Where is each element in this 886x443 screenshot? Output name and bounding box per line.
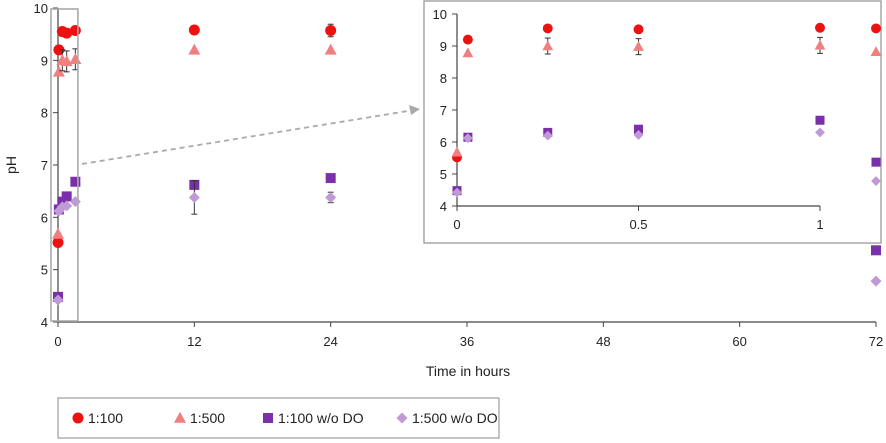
data-point-1-500 [69,52,82,65]
inset-data-point-1-100-w-o-do [815,115,825,125]
inset-data-point-1-500-w-o-do [815,127,825,138]
zoom-arrow-line [81,109,415,165]
inset-y-tick-label: 4 [440,199,447,214]
legend-box [57,397,500,439]
legend-label: 1:500 w/o DO [412,410,498,426]
data-point-1-500 [60,55,73,67]
main-x-tick-label: 0 [54,334,61,349]
legend-item-1-100-w-o-do: 1:100 w/o DO [263,410,364,426]
main-y-tick-label: 7 [41,158,48,173]
inset-data-point-1-500 [633,40,644,51]
main-x-tick-label: 60 [732,334,746,349]
main-y-tick-label: 5 [41,263,48,278]
inset-data-point-1-100 [542,23,553,34]
inset-edge-point-1-100-w-o-do [871,157,881,167]
inset-y-tick-label: 9 [440,39,447,54]
data-point-1-100-w-o-do [871,245,881,256]
x-axis-title: Time in hours [426,363,510,379]
data-point-1-500-w-o-do [870,275,882,287]
inset-edge-point-1-100 [871,23,881,34]
main-x-tick-label: 48 [596,334,610,349]
data-point-1-100 [52,236,64,248]
inset-series-1-500-w-o-do [452,127,881,198]
data-point-1-500 [188,43,201,55]
inset-series-1-100 [452,22,881,163]
legend-item-1-100: 1:100 [72,410,123,426]
inset-data-point-1-100-w-o-do [634,124,643,134]
inset-data-point-1-500 [542,40,554,51]
data-point-1-500-w-o-do [61,200,73,212]
y-axis-title: pH [3,156,19,174]
main-x-tick-label: 12 [187,334,201,349]
main-y-tick-label: 6 [41,210,48,225]
inset-y-tick-label: 8 [440,71,447,86]
inset-data-point-1-500-w-o-do [542,130,553,141]
zoom-arrow-head [409,105,420,115]
data-point-1-500-w-o-do [52,294,64,306]
data-point-1-500 [52,227,64,239]
inset-y-tick-label: 7 [440,103,447,118]
legend-marker-1-500 [174,411,186,423]
inset-edge-point-1-500-w-o-do [871,176,881,186]
inset-data-point-1-500 [814,39,826,50]
data-point-1-100-w-o-do [325,173,336,184]
legend-label: 1:500 [190,410,225,426]
inset-chart: 4 5 6 7 8 9 10 0 0.5 1 [423,0,882,244]
legend-marker-1-500-w-o-do [396,412,408,424]
inset-data-point-1-500-w-o-do [633,130,644,140]
inset-series-1-500 [451,36,882,157]
zoom-callout [50,8,420,322]
main-x-tick-label: 72 [869,334,883,349]
legend: 1:100 1:500 1:100 w/o DO 1:500 w/o DO [57,397,500,439]
main-x-tick-label: 36 [460,334,474,349]
inset-data-point-1-500 [451,146,463,157]
main-x-tick-label: 24 [323,334,337,349]
main-y-tick-label: 8 [41,106,48,121]
inset-x-tick-label: 0 [453,217,460,232]
data-point-1-500-w-o-do [325,191,337,203]
data-point-1-500 [52,65,65,77]
legend-label: 1:100 w/o DO [278,410,364,426]
data-point-1-100 [53,44,65,56]
inset-data-point-1-100 [815,22,825,33]
inset-data-point-1-500-w-o-do [452,187,462,198]
main-y-tick-label: 10 [34,1,48,16]
data-point-1-100-w-o-do [61,191,72,202]
inset-x-tick-label: 0.5 [629,217,647,232]
legend-item-1-500-w-o-do: 1:500 w/o DO [396,410,498,426]
inset-y-tick-label: 5 [440,167,447,182]
legend-label: 1:100 [88,410,123,426]
inset-data-point-1-500-w-o-do [462,133,473,144]
zoom-region-box [50,8,79,322]
main-y-tick-label: 9 [41,53,48,68]
legend-item-1-500: 1:500 [174,410,225,426]
legend-marker-1-100-w-o-do [263,413,273,423]
data-point-1-100 [188,24,200,36]
inset-data-point-1-100 [462,34,473,45]
data-point-1-100 [61,27,73,39]
legend-marker-1-100 [72,412,84,424]
data-point-1-100 [69,25,81,37]
data-point-1-500-w-o-do [188,191,200,203]
inset-y-tick-label: 6 [440,135,447,150]
inset-frame [423,0,882,244]
inset-edge-point-1-500 [870,46,882,57]
inset-x-tick-label: 1 [816,217,823,232]
inset-data-point-1-100 [633,24,644,35]
data-point-1-500 [324,43,337,55]
data-point-1-100 [325,25,337,37]
inset-y-tick-label: 10 [433,7,447,22]
inset-data-point-1-500 [462,47,474,58]
main-y-tick-label: 4 [41,315,48,330]
data-point-1-100-w-o-do [70,176,81,187]
